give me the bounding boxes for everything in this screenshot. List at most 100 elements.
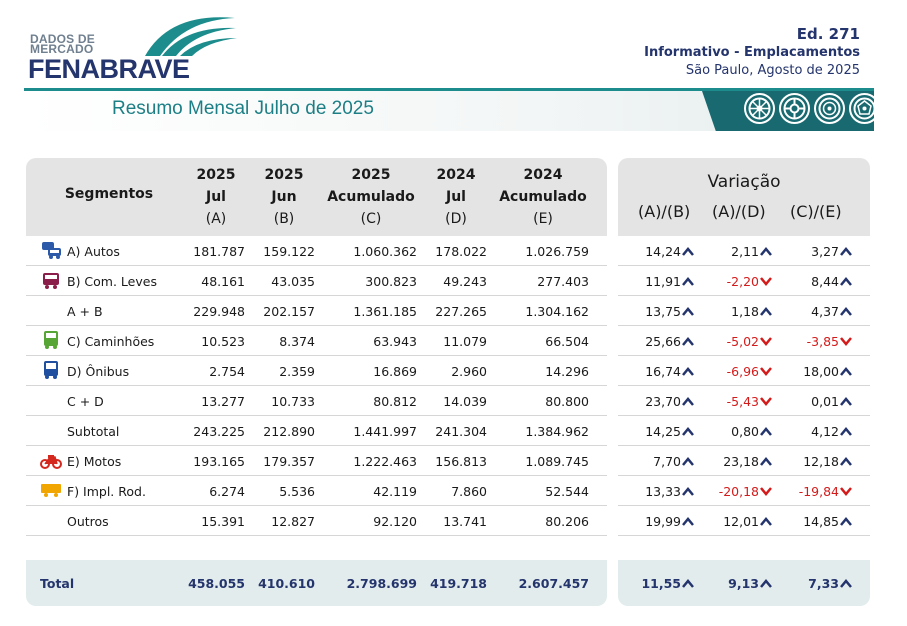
segment-label: A + B (67, 304, 103, 319)
variation-title: Variação (707, 172, 781, 192)
variation-value: 18,00 (803, 364, 839, 379)
cell-c: 1.441.997 (353, 424, 417, 439)
variation-value: 2,11 (731, 244, 759, 259)
cell-a: 243.225 (193, 424, 245, 439)
cell-c: 42.119 (373, 484, 417, 499)
cell-b: 159.122 (263, 244, 315, 259)
variation-cell: 7,70 (653, 454, 694, 469)
column-header-e: 2024 Acumulado (E) (494, 164, 592, 230)
variation-row: 13,75 1,18 4,37 (618, 296, 870, 326)
cell-e: 52.544 (545, 484, 589, 499)
col-a-code: (A) (205, 211, 227, 227)
variation-value: 8,44 (811, 274, 839, 289)
variation-cell: -20,18 (719, 484, 772, 499)
arrow-down-icon (760, 274, 772, 289)
table-row: D) Ônibus 2.754 2.359 16.869 2.960 14.296 (26, 356, 607, 386)
arrow-up-icon (682, 514, 694, 529)
total-a: 458.055 (188, 576, 245, 591)
cell-d: 241.304 (435, 424, 487, 439)
cell-c: 1.060.362 (353, 244, 417, 259)
cell-a: 181.787 (193, 244, 245, 259)
variation-value: 16,74 (645, 364, 681, 379)
cell-a: 229.948 (193, 304, 245, 319)
table-row: A + B 229.948 202.157 1.361.185 227.265 1.304… (26, 296, 607, 326)
segment-label: D) Ônibus (67, 364, 130, 379)
wheel-icon (779, 93, 810, 124)
variation-cell: 2,11 (731, 244, 772, 259)
variation-row: 13,33 -20,18 -19,84 (618, 476, 870, 506)
variation-value: 13,75 (645, 304, 681, 319)
variation-value: 0,01 (811, 394, 839, 409)
cell-a: 48.161 (201, 274, 245, 289)
arrow-up-icon (682, 274, 694, 289)
total-row: Total 458.055 410.610 2.798.699 419.718 … (26, 560, 607, 606)
arrow-up-icon (760, 304, 772, 319)
arrow-up-icon (760, 454, 772, 469)
variation-cell: -3,85 (807, 334, 852, 349)
cell-e: 1.304.162 (525, 304, 589, 319)
arrow-up-icon (840, 454, 852, 469)
cell-a: 10.523 (201, 334, 245, 349)
segment-label: F) Impl. Rod. (67, 484, 146, 499)
banner-divider (24, 88, 874, 91)
table-row: C + D 13.277 10.733 80.812 14.039 80.800 (26, 386, 607, 416)
col-e-period: Acumulado (499, 189, 587, 205)
cell-d: 7.860 (451, 484, 487, 499)
segment-label: C) Caminhões (67, 334, 155, 349)
arrow-up-icon (682, 394, 694, 409)
variation-cell: 14,85 (803, 514, 852, 529)
variation-col-ce: (C)/(E) (790, 202, 842, 221)
variation-value: -5,43 (726, 394, 759, 409)
variation-row: 14,25 0,80 4,12 (618, 416, 870, 446)
cell-e: 80.800 (545, 394, 589, 409)
cell-c: 300.823 (365, 274, 417, 289)
motorcycle-icon (40, 450, 62, 470)
banner-title: Resumo Mensal Julho de 2025 (112, 98, 374, 119)
truck-icon (40, 330, 62, 350)
variation-value: -6,96 (726, 364, 759, 379)
arrow-up-icon (682, 334, 694, 349)
van-icon (40, 270, 62, 290)
col-d-year: 2024 (436, 167, 476, 183)
arrow-up-icon (840, 424, 852, 439)
variation-value: 14,24 (645, 244, 681, 259)
cell-b: 12.827 (271, 514, 315, 529)
total-d: 419.718 (430, 576, 487, 591)
variation-value: 19,99 (645, 514, 681, 529)
col-d-code: (D) (445, 211, 467, 227)
report-title: Informativo - Emplacamentos (644, 45, 860, 60)
variation-cell: 9,13 (728, 576, 772, 591)
variation-row: 25,66 -5,02 -3,85 (618, 326, 870, 356)
table-row: F) Impl. Rod. 6.274 5.536 42.119 7.860 52.544 (26, 476, 607, 506)
arrow-down-icon (760, 364, 772, 379)
variation-row: 23,70 -5,43 0,01 (618, 386, 870, 416)
cell-e: 1.384.962 (525, 424, 589, 439)
column-header-b: 2025 Jun (B) (254, 164, 314, 230)
variation-row: 19,99 12,01 14,85 (618, 506, 870, 536)
variation-value: 13,33 (645, 484, 681, 499)
variation-cell: 19,99 (645, 514, 694, 529)
variation-value: 25,66 (645, 334, 681, 349)
total-b: 410.610 (258, 576, 315, 591)
variation-value: -5,02 (726, 334, 759, 349)
arrow-up-icon (682, 364, 694, 379)
variation-cell: 12,01 (723, 514, 772, 529)
edition-number: Ed. 271 (796, 25, 860, 43)
cell-b: 43.035 (271, 274, 315, 289)
variation-cell: -2,20 (727, 274, 772, 289)
cell-d: 178.022 (435, 244, 487, 259)
variation-value: 23,70 (645, 394, 681, 409)
arrow-up-icon (760, 576, 772, 591)
cell-a: 6.274 (209, 484, 245, 499)
fenabrave-logo: DADOS DE MERCADO FENABRAVE (28, 10, 243, 84)
variation-cell: 11,91 (645, 274, 694, 289)
arrow-up-icon (682, 454, 694, 469)
col-c-year: 2025 (351, 167, 391, 183)
variation-value: 14,85 (803, 514, 839, 529)
cell-c: 63.943 (373, 334, 417, 349)
variation-value: 4,37 (811, 304, 839, 319)
total-c: 2.798.699 (346, 576, 417, 591)
variation-value: 11,91 (645, 274, 681, 289)
variation-total-row: 11,55 9,13 7,33 (618, 560, 870, 606)
wheel-icons (744, 93, 880, 124)
